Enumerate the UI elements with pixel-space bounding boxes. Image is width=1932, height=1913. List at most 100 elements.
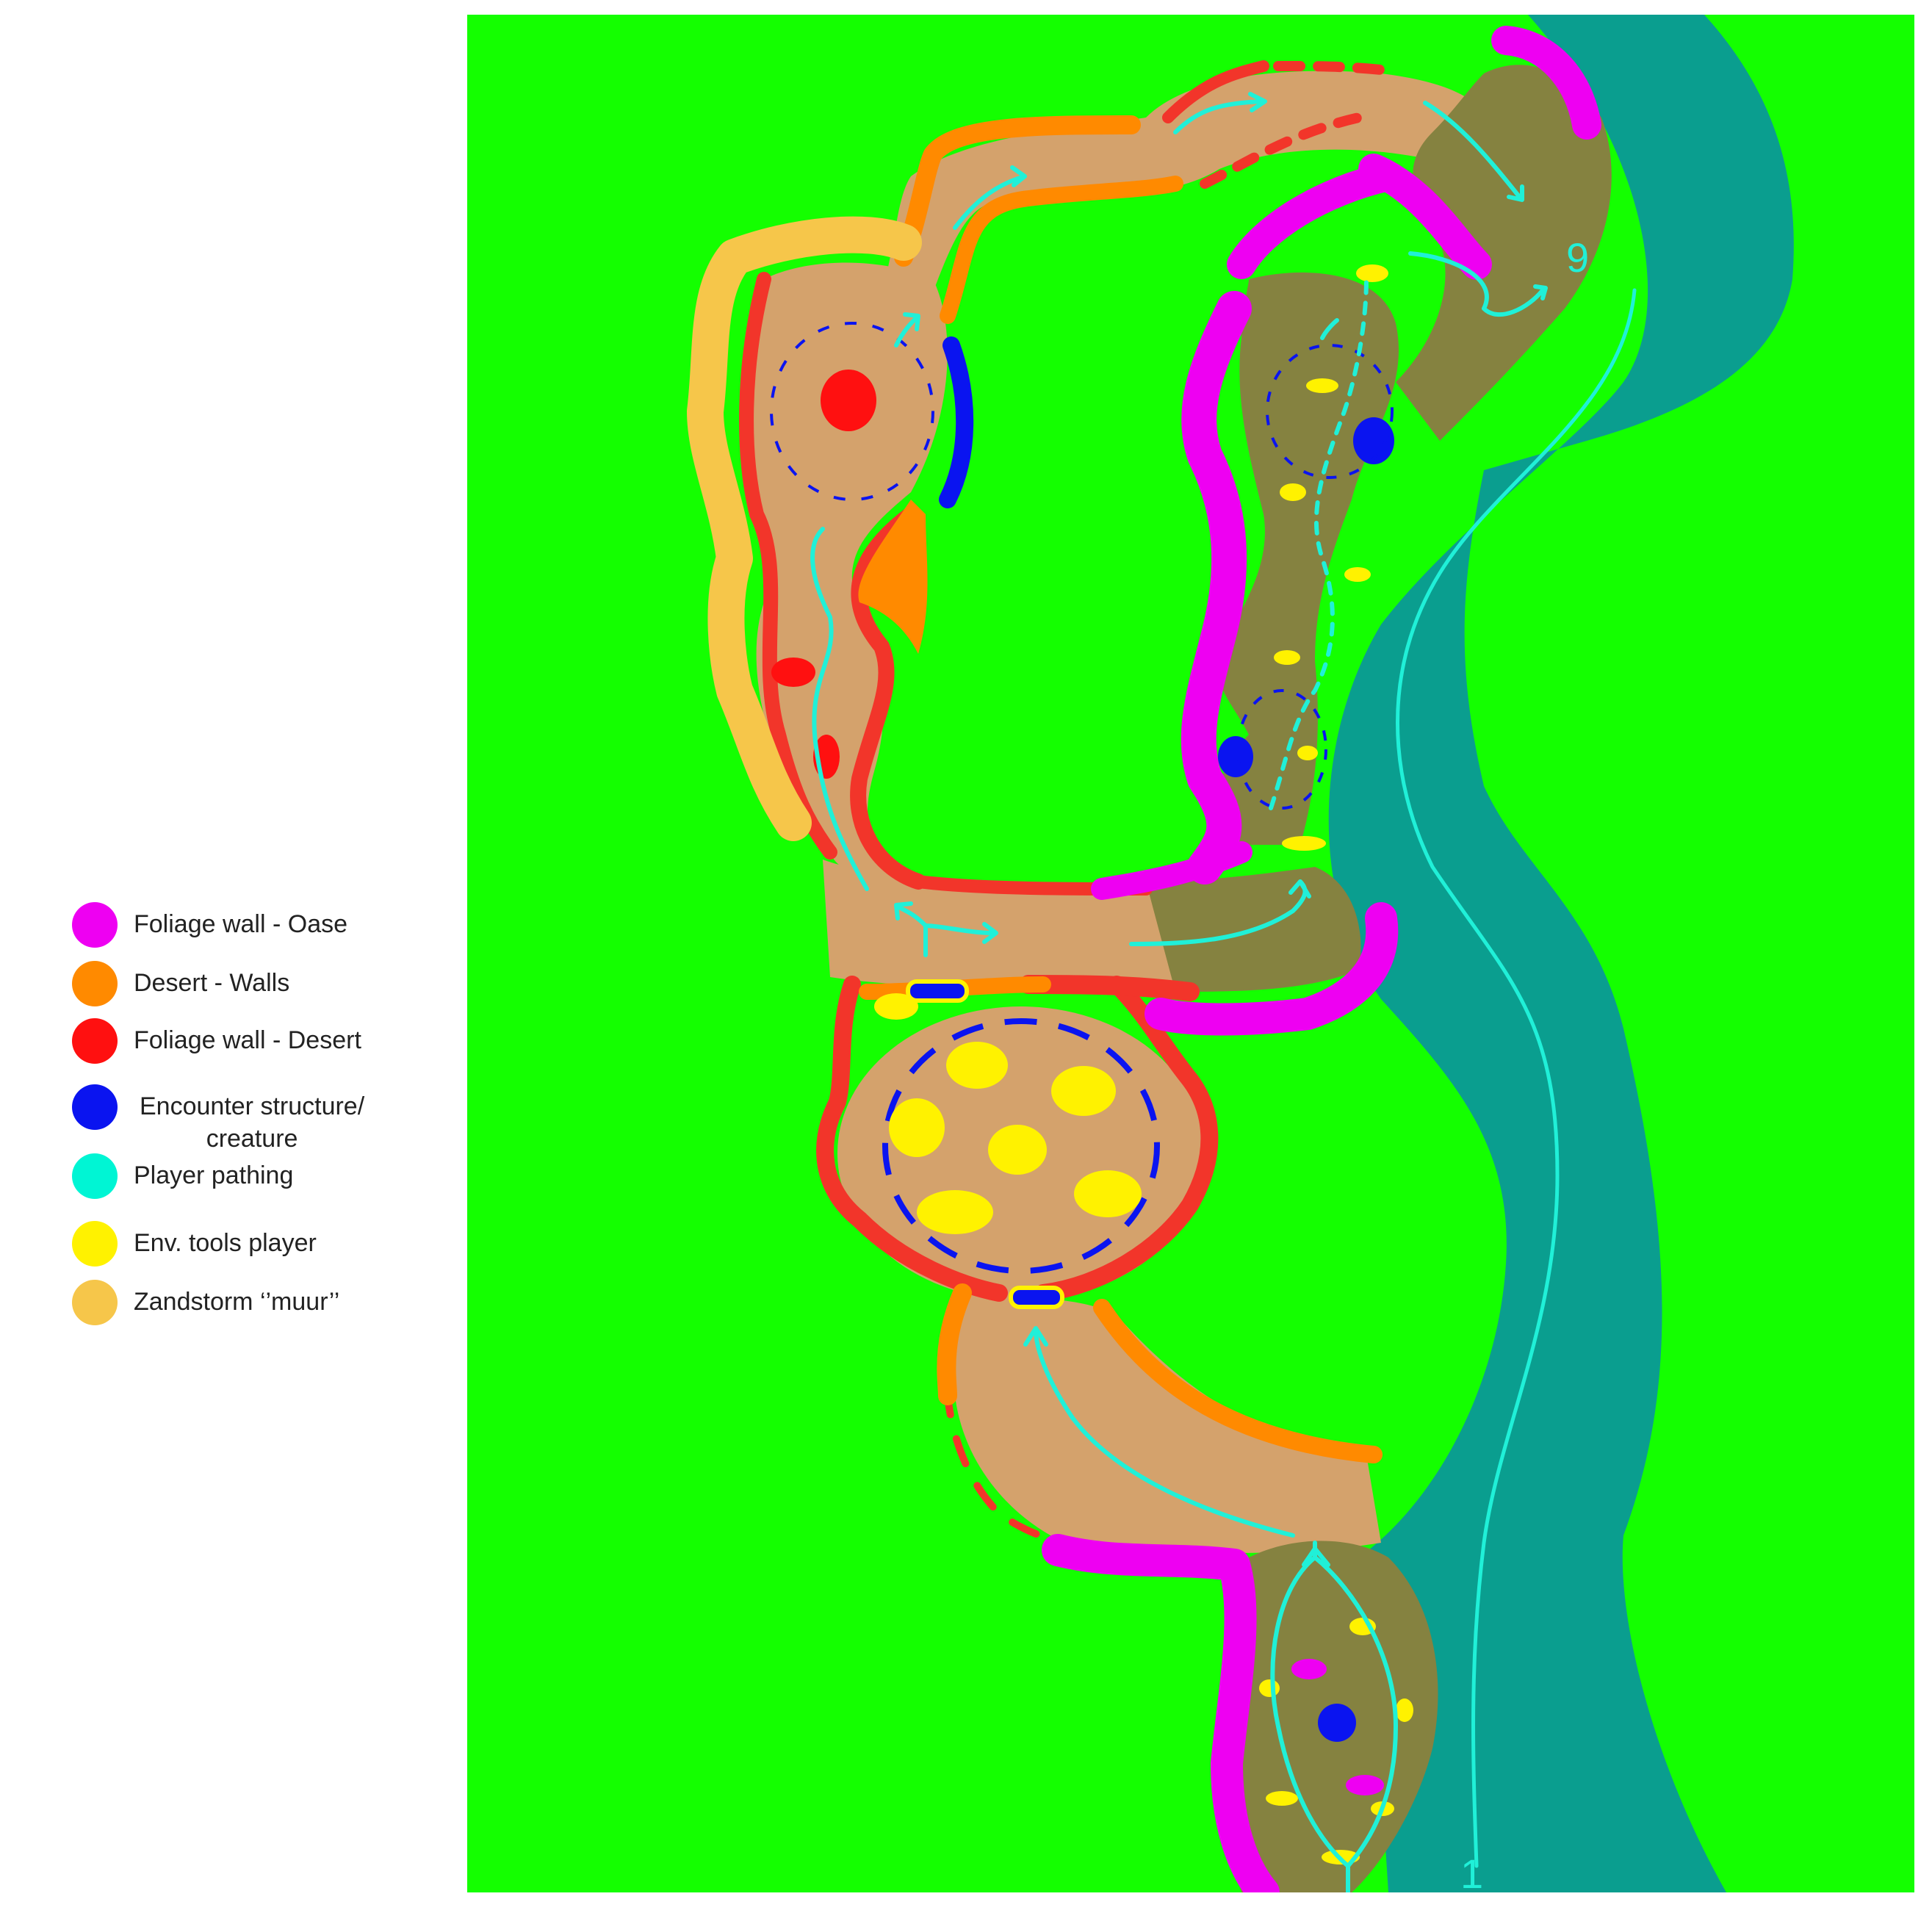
legend-label: Env. tools player (134, 1229, 317, 1257)
encounter-creature (1318, 1704, 1356, 1742)
oasis-right-column (1215, 272, 1399, 846)
oasis-top-right (1396, 65, 1612, 442)
player-path (982, 922, 998, 944)
env-tool (1282, 836, 1326, 851)
red-wall (1019, 975, 1200, 1001)
legend-label: Foliage wall - Desert (134, 1026, 361, 1054)
path-start-marker: 1 (1460, 1851, 1483, 1892)
encounter-zone (1266, 344, 1394, 479)
oasis-foliage-patch (1291, 1659, 1327, 1679)
yellow-dot-icon (72, 1221, 118, 1267)
encounter-creature (1218, 736, 1253, 777)
orange-rock-outcrop (858, 500, 928, 654)
player-path (1270, 1555, 1350, 1868)
legend-item-env-tools: Env. tools player (72, 1221, 317, 1272)
arena-gate-north (906, 979, 969, 1003)
sand-dot-icon (72, 1280, 118, 1325)
legend-label: Player pathing (134, 1161, 294, 1189)
red-wall (1200, 112, 1364, 189)
legend-label: Encounter structure/ creature (140, 1090, 364, 1155)
env-tool (874, 993, 918, 1020)
red-foliage-clusters (771, 370, 876, 779)
player-path (810, 527, 869, 891)
legend-label-line: Encounter structure/ (140, 1092, 365, 1120)
river (1328, 15, 1794, 1892)
oasis-foliage-patch (1346, 1775, 1384, 1795)
encounter-zone (1236, 689, 1327, 810)
player-path (1313, 1555, 1398, 1868)
env-tool (1274, 650, 1300, 665)
env-tool (1280, 483, 1306, 501)
player-path (1408, 251, 1548, 317)
env-tool (1356, 264, 1388, 282)
player-pathing (810, 92, 1548, 1892)
player-path (1302, 1541, 1330, 1567)
legend-label: Foliage wall - Oase (134, 910, 348, 938)
cyan-dot-icon (72, 1153, 118, 1199)
blue-dot-icon (72, 1084, 118, 1130)
lower-corridor (951, 1293, 1381, 1553)
magenta-wall (1145, 902, 1399, 1036)
legend-item-zandstorm: Zandstorm ‘’muur’’ (72, 1280, 339, 1331)
sandstorm-wall (687, 216, 922, 841)
env-tool (1074, 1170, 1142, 1217)
river-current-path (1396, 288, 1637, 1868)
env-tool (917, 1190, 993, 1234)
desert-walls (859, 115, 1383, 1463)
magenta-wall (1227, 162, 1403, 279)
red-wall (816, 976, 1008, 1302)
red-wall (850, 506, 926, 890)
player-path (1288, 879, 1311, 898)
path-end-marker: 9 (1566, 234, 1589, 281)
player-path (1034, 1327, 1295, 1538)
magenta-wall (1181, 291, 1252, 885)
red-wall (739, 272, 837, 860)
left-corridor (751, 262, 948, 889)
arena-gate-south (1009, 1286, 1064, 1309)
orange-wall (1093, 1299, 1383, 1463)
encounter-creature (1353, 417, 1394, 464)
env-tool (1266, 1791, 1298, 1806)
environment-tools (874, 264, 1413, 1865)
player-path (1173, 92, 1267, 134)
orange-dot-icon (72, 961, 118, 1006)
oasis-foliage-walls (1042, 26, 1601, 1892)
legend-item-foliage-desert: Foliage wall - Desert (72, 1018, 361, 1070)
legend-label: Zandstorm ‘’muur’’ (134, 1288, 340, 1316)
player-path (894, 901, 928, 928)
env-tool (988, 1125, 1047, 1175)
red-wall (1034, 976, 1219, 1302)
red-foliage-cluster (771, 658, 815, 687)
magenta-wall (1042, 1534, 1280, 1892)
orange-wall (894, 115, 1141, 267)
env-tool (1344, 567, 1371, 582)
env-tool (889, 1098, 945, 1157)
legend: Foliage wall - Oase Desert - Walls Folia… (0, 0, 455, 1913)
legend-item-foliage-oase: Foliage wall - Oase (72, 902, 347, 954)
player-path (894, 312, 920, 347)
env-tool (1051, 1066, 1116, 1116)
legend-label-line: creature (206, 1125, 298, 1153)
encounters (770, 322, 1394, 1742)
magenta-wall (1491, 26, 1601, 140)
red-wall (1273, 61, 1386, 75)
player-path (1269, 277, 1369, 810)
legend-item-player-pathing: Player pathing (72, 1153, 293, 1205)
encounter-zone (770, 322, 934, 501)
orange-wall (937, 1283, 972, 1405)
magenta-wall (1091, 841, 1252, 900)
player-path (1423, 101, 1524, 202)
env-tool (1297, 746, 1318, 760)
legend-label: Desert - Walls (134, 969, 290, 997)
red-foliage-cluster (821, 370, 876, 431)
red-wall (1162, 60, 1269, 123)
legend-item-encounter: Encounter structure/ creature (72, 1084, 364, 1158)
orange-wall (940, 176, 1183, 324)
env-tool (946, 1042, 1008, 1089)
player-path (1023, 1326, 1048, 1347)
level-map: 1 9 (467, 15, 1914, 1892)
red-dot-icon (72, 1018, 118, 1064)
player-path (953, 165, 1027, 230)
env-tool (1306, 378, 1338, 393)
encounter-zone (882, 1018, 1160, 1274)
